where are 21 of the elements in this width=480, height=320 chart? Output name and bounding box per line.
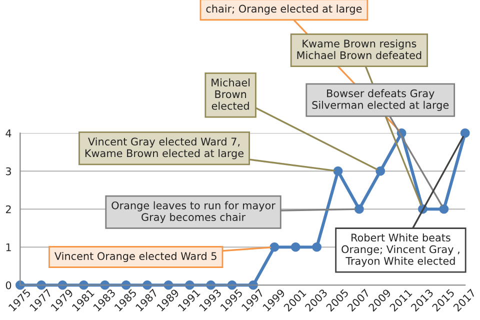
point <box>376 166 386 176</box>
annotation: chair; Orange elected at large <box>206 4 362 15</box>
annotation: Vincent Gray elected Ward 7, Kwame Brown elected at large <box>85 137 244 160</box>
y-tick-label: 3 <box>6 167 11 176</box>
point <box>312 242 322 252</box>
y-tick-label: 4 <box>6 129 12 138</box>
annotation: Bowser defeats Gray Silverman elected at large <box>312 89 449 111</box>
annotation: Michael Brown elected <box>212 78 250 110</box>
point <box>270 242 280 252</box>
point <box>333 166 343 176</box>
y-tick-label: 0 <box>6 281 12 290</box>
point <box>354 204 364 214</box>
point <box>439 204 449 214</box>
point <box>460 128 470 138</box>
annotation: Robert White beats Orange; Vincent Gray , Trayon White elected <box>342 233 460 267</box>
y-tick-label: 2 <box>6 205 11 214</box>
annotation: Kwame Brown resigns Michael Brown defeated <box>297 39 422 60</box>
y-tick-label: 1 <box>6 243 11 252</box>
annotation: Vincent Orange elected Ward 5 <box>54 252 216 262</box>
annotation: Orange leaves to run for mayor Gray becomes chair <box>112 201 276 224</box>
point <box>290 242 300 252</box>
